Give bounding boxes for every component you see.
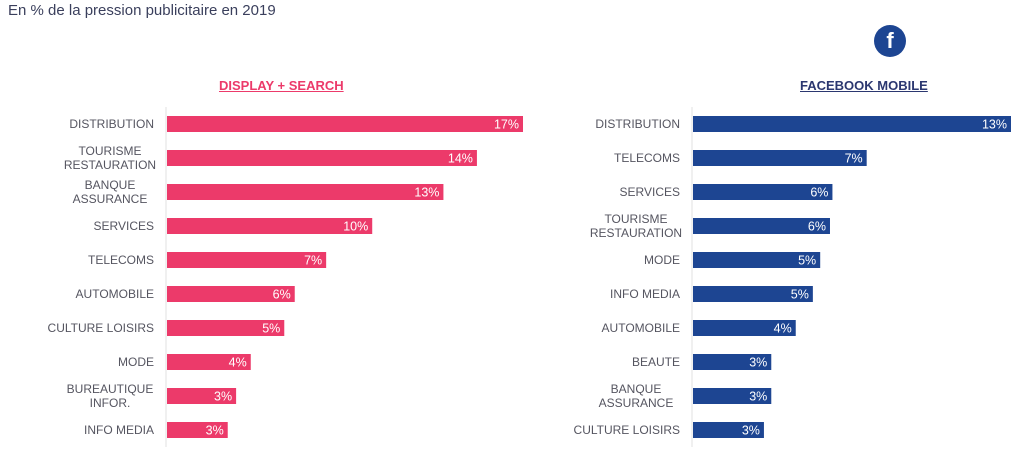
display-search-value-label: 6%	[273, 288, 291, 302]
display-search-category-label: MODE	[118, 355, 154, 369]
facebook-mobile-bar	[693, 354, 772, 370]
facebook-mobile-category-label: CULTURE LOISIRS	[574, 423, 680, 437]
display-search-chart: 17% DISTRIBUTION 14% TOURISME RESTAURATION 13…	[48, 107, 523, 447]
facebook-mobile-value-label: 13%	[982, 118, 1007, 132]
facebook-icon: f	[874, 25, 906, 57]
display-search-value-label: 10%	[343, 220, 368, 234]
display-search-category-label: BUREAUTIQUE INFOR.	[67, 382, 154, 410]
display-search-category-label: CULTURE LOISIRS	[48, 321, 154, 335]
facebook-mobile-category-label: INFO MEDIA	[610, 287, 680, 301]
facebook-mobile-category-label: MODE	[644, 253, 680, 267]
facebook-mobile-bar	[693, 320, 796, 336]
display-search-value-label: 3%	[214, 390, 232, 404]
display-search-bar	[167, 184, 444, 200]
display-search-bar	[167, 388, 237, 404]
display-search-value-label: 4%	[229, 356, 247, 370]
facebook-mobile-category-label: BEAUTE	[632, 355, 680, 369]
facebook-mobile-bar	[693, 116, 1011, 132]
display-search-value-label: 13%	[414, 186, 439, 200]
display-search-bar	[167, 286, 295, 302]
category-label-line: INFOR.	[90, 396, 131, 410]
facebook-mobile-category-label: TOURISME RESTAURATION	[590, 212, 682, 240]
facebook-mobile-bar	[693, 422, 764, 438]
category-label-line: RESTAURATION	[590, 226, 682, 240]
facebook-mobile-category-label: TELECOMS	[614, 151, 680, 165]
display-search-value-label: 3%	[206, 424, 224, 438]
display-search-bar	[167, 252, 327, 268]
facebook-mobile-category-label: AUTOMOBILE	[602, 321, 680, 335]
category-label-line: INFO MEDIA	[610, 287, 680, 301]
category-label-line: ASSURANCE	[599, 396, 674, 410]
display-search-category-label: AUTOMOBILE	[76, 287, 154, 301]
category-label-line: MODE	[644, 253, 680, 267]
display-search-bar	[167, 354, 251, 370]
category-label-line: DISTRIBUTION	[69, 117, 154, 131]
chart-subtitle: En % de la pression publicitaire en 2019	[8, 2, 276, 19]
facebook-mobile-category-label: DISTRIBUTION	[595, 117, 680, 131]
facebook-icon-glyph: f	[886, 28, 894, 53]
category-label-line: ASSURANCE	[73, 192, 148, 206]
facebook-mobile-value-label: 3%	[749, 356, 767, 370]
facebook-mobile-value-label: 3%	[749, 390, 767, 404]
display-search-category-label: SERVICES	[94, 219, 154, 233]
facebook-mobile-bar	[693, 388, 772, 404]
category-label-line: DISTRIBUTION	[595, 117, 680, 131]
category-label-line: RESTAURATION	[64, 158, 156, 172]
category-label-line: SERVICES	[620, 185, 680, 199]
display-search-value-label: 7%	[304, 254, 322, 268]
facebook-mobile-value-label: 6%	[810, 186, 828, 200]
category-label-line: SERVICES	[94, 219, 154, 233]
category-label-line: TELECOMS	[614, 151, 680, 165]
facebook-mobile-category-label: SERVICES	[620, 185, 680, 199]
display-search-category-label: INFO MEDIA	[84, 423, 154, 437]
display-search-category-label: DISTRIBUTION	[69, 117, 154, 131]
category-label-line: BANQUE	[85, 178, 136, 192]
category-label-line: BANQUE	[611, 382, 662, 396]
category-label-line: CULTURE LOISIRS	[48, 321, 154, 335]
facebook-mobile-value-label: 3%	[742, 424, 760, 438]
display-search-category-label: TELECOMS	[88, 253, 154, 267]
category-label-line: AUTOMOBILE	[602, 321, 680, 335]
facebook-mobile-value-label: 5%	[791, 288, 809, 302]
category-label-line: AUTOMOBILE	[76, 287, 154, 301]
display-search-value-label: 5%	[262, 322, 280, 336]
facebook-mobile-value-label: 4%	[774, 322, 792, 336]
facebook-mobile-category-label: BANQUE ASSURANCE	[599, 382, 674, 410]
facebook-mobile-value-label: 7%	[845, 152, 863, 166]
category-label-line: INFO MEDIA	[84, 423, 154, 437]
facebook-mobile-bar	[693, 150, 867, 166]
facebook-mobile-bar	[693, 286, 813, 302]
facebook-mobile-chart-title: FACEBOOK MOBILE	[800, 78, 928, 93]
category-label-line: TOURISME	[78, 144, 141, 158]
facebook-mobile-value-label: 6%	[808, 220, 826, 234]
display-search-bar	[167, 422, 228, 438]
category-label-line: TELECOMS	[88, 253, 154, 267]
display-search-category-label: TOURISME RESTAURATION	[64, 144, 156, 172]
display-search-bar	[167, 218, 373, 234]
display-search-bar	[167, 320, 285, 336]
facebook-mobile-value-label: 5%	[798, 254, 816, 268]
facebook-mobile-bar	[693, 218, 830, 234]
display-search-chart-title: DISPLAY + SEARCH	[219, 78, 344, 93]
category-label-line: BUREAUTIQUE	[67, 382, 154, 396]
facebook-mobile-bar	[693, 252, 821, 268]
category-label-line: MODE	[118, 355, 154, 369]
facebook-mobile-bar	[693, 184, 833, 200]
display-search-value-label: 17%	[494, 118, 519, 132]
display-search-bar	[167, 116, 523, 132]
facebook-mobile-chart: 13% DISTRIBUTION 7% TELECOMS 6% SERVICES 6% TOU…	[574, 107, 1011, 447]
category-label-line: CULTURE LOISIRS	[574, 423, 680, 437]
display-search-category-label: BANQUE ASSURANCE	[73, 178, 148, 206]
display-search-bar	[167, 150, 477, 166]
display-search-value-label: 14%	[448, 152, 473, 166]
category-label-line: BEAUTE	[632, 355, 680, 369]
category-label-line: TOURISME	[604, 212, 667, 226]
